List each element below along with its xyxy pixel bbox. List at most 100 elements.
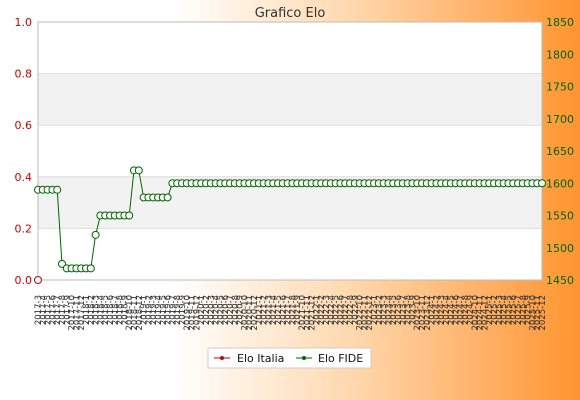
x-tick-label: 2023-7 — [399, 295, 409, 325]
x-tick-label: 2018-5 — [101, 295, 111, 325]
x-tick-label: 2017-7 — [53, 295, 63, 325]
legend-label-elo-fide: Elo FIDE — [318, 352, 363, 365]
x-tick-label: 2022-1 — [312, 295, 322, 325]
x-tick-label: 2021-4 — [269, 295, 279, 325]
x-tick-label: 2017-6 — [48, 295, 58, 325]
x-tick-label: 2021-2 — [260, 295, 270, 325]
x-tick-label: 2024-3 — [437, 295, 447, 325]
x-tick-label: 2019-3 — [149, 295, 159, 325]
x-tick-label: 2023-2 — [375, 295, 385, 325]
x-tick-label: 2024-9 — [466, 295, 476, 325]
x-tick-label: 2017-12 — [77, 295, 87, 331]
x-tick-label: 2021-5 — [274, 295, 284, 325]
data-point — [86, 264, 95, 273]
x-tick-label: 2023-5 — [389, 295, 399, 325]
x-tick-label: 2018-12 — [135, 295, 145, 331]
x-tick-label: 2021-8 — [288, 295, 298, 325]
right-axis-tick-label: 1450 — [546, 274, 574, 287]
plot-band — [38, 22, 542, 74]
x-tick-label: 2023-12 — [423, 295, 433, 331]
plot-band — [38, 73, 542, 126]
x-tick-label: 2023-10 — [413, 295, 423, 331]
right-axis-tick-label: 1550 — [546, 210, 574, 223]
x-tick-label: 2025-4 — [500, 295, 510, 325]
right-axis-tick-label: 1700 — [546, 113, 574, 126]
x-tick-label: 2021-6 — [279, 295, 289, 325]
plot-band — [38, 125, 542, 177]
x-tick-label: 2022-11 — [360, 295, 370, 331]
x-tick-label: 2022-12 — [365, 295, 375, 331]
x-tick-label: 2018-1 — [82, 295, 92, 325]
x-tick-label: 2020-12 — [250, 295, 260, 331]
right-axis-tick-label: 1600 — [546, 177, 574, 190]
x-tick-label: 2018-11 — [130, 295, 140, 331]
x-tick-label: 2025-7 — [514, 295, 524, 325]
left-axis-tick-label: 1.0 — [15, 16, 33, 29]
x-tick-label: 2019-8 — [173, 295, 183, 325]
x-tick-label: 2024-5 — [447, 295, 457, 325]
x-tick-label: 2019-7 — [168, 295, 178, 325]
legend-box — [207, 347, 372, 369]
legend-item-elo-fide: Elo FIDE — [296, 352, 363, 365]
x-tick-label: 2019-5 — [159, 295, 169, 325]
data-point — [538, 179, 546, 188]
x-tick-label: 2018-10 — [125, 295, 135, 331]
x-tick-label: 2020-4 — [212, 295, 222, 325]
x-tick-label: 2020-1 — [197, 295, 207, 325]
legend-marker-elo-italia — [220, 356, 224, 360]
left-axis-tick-label: 0.6 — [15, 119, 33, 132]
x-tick-label: 2017-11 — [72, 295, 82, 331]
x-tick-label: 2020-5 — [216, 295, 226, 325]
x-tick-label: 2021-9 — [293, 295, 303, 325]
x-tick-label: 2021-1 — [255, 295, 265, 325]
x-tick-label: 2024-6 — [452, 295, 462, 325]
x-axis: 2017-32017-42017-52017-62017-72017-82017… — [34, 295, 548, 331]
legend-marker-elo-fide — [302, 356, 306, 360]
x-tick-label: 2019-11 — [188, 295, 198, 331]
x-tick-label: 2022-3 — [322, 295, 332, 325]
data-point — [134, 166, 143, 175]
x-tick-label: 2020-8 — [231, 295, 241, 325]
x-tick-label: 2025-2 — [490, 295, 500, 325]
x-tick-label: 2024-4 — [442, 295, 452, 325]
x-tick-label: 2022-5 — [332, 295, 342, 325]
x-tick-label: 2017-3 — [34, 295, 44, 325]
plot-background — [38, 22, 542, 280]
x-tick-label: 2020-6 — [221, 295, 231, 325]
x-tick-label: 2017-4 — [39, 295, 49, 325]
series-elo-fide — [34, 166, 546, 273]
x-tick-label: 2017-5 — [44, 295, 54, 325]
x-tick-label: 2024-8 — [461, 295, 471, 325]
x-tick-label: 2023-3 — [380, 295, 390, 325]
x-tick-label: 2020-9 — [236, 295, 246, 325]
x-tick-label: 2018-2 — [87, 295, 97, 325]
x-tick-label: 2020-11 — [245, 295, 255, 331]
series-elo-italia — [34, 276, 42, 284]
left-axis-tick-label: 0.4 — [15, 171, 33, 184]
x-tick-label: 2021-10 — [298, 295, 308, 331]
x-tick-label: 2023-4 — [384, 295, 394, 325]
x-tick-label: 2019-6 — [164, 295, 174, 325]
x-tick-label: 2025-5 — [504, 295, 514, 325]
left-axis-tick-label: 0.0 — [15, 274, 33, 287]
grid-lines — [37, 21, 543, 281]
right-axis-tick-label: 1750 — [546, 81, 574, 94]
x-tick-label: 2025-10 — [528, 295, 538, 331]
x-tick-label: 2022-8 — [346, 295, 356, 325]
x-tick-label: 2024-2 — [432, 295, 442, 325]
x-tick-label: 2022-2 — [317, 295, 327, 325]
x-tick-label: 2022-10 — [356, 295, 366, 331]
x-tick-label: 2018-6 — [106, 295, 116, 325]
right-axis: 1450 1500 1550 1600 1650 1700 1750 1800 1850 — [546, 16, 574, 287]
legend: Elo Italia Elo FIDE — [207, 347, 372, 369]
x-tick-label: 2018-9 — [120, 295, 130, 325]
x-tick-label: 2020-7 — [226, 295, 236, 325]
x-tick-label: 2024-1 — [428, 295, 438, 325]
x-tick-label: 2019-9 — [178, 295, 188, 325]
data-point — [58, 259, 66, 268]
x-tick-label: 2023-11 — [418, 295, 428, 331]
x-tick-label: 2020-10 — [240, 295, 250, 331]
left-axis-tick-label: 0.8 — [15, 68, 33, 81]
x-tick-label: 2023-9 — [408, 295, 418, 325]
